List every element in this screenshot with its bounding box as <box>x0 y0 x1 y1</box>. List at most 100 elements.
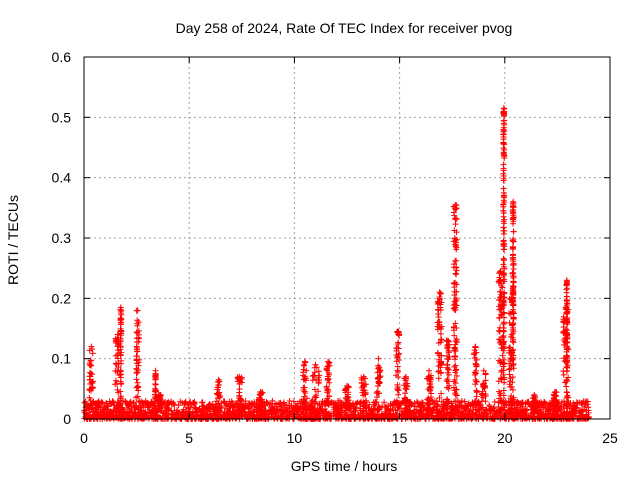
data-point <box>426 376 433 383</box>
data-point <box>453 392 460 399</box>
x-tick-label: 0 <box>80 430 88 446</box>
data-point <box>500 297 507 304</box>
data-point <box>451 212 458 219</box>
data-point <box>223 401 230 408</box>
data-point <box>509 338 516 345</box>
data-point <box>461 412 468 419</box>
data-point <box>353 400 360 407</box>
data-point <box>444 369 451 376</box>
data-point <box>393 358 400 365</box>
data-point <box>452 391 459 398</box>
data-point <box>216 378 223 385</box>
data-point <box>185 403 192 410</box>
data-point <box>453 267 460 274</box>
data-point <box>326 379 333 386</box>
data-point <box>313 394 320 401</box>
data-point <box>103 400 110 407</box>
data-point <box>345 394 352 401</box>
data-point <box>319 406 326 413</box>
data-point <box>286 397 293 404</box>
data-point <box>471 413 478 420</box>
data-point <box>472 360 479 367</box>
data-point <box>136 356 143 363</box>
data-point <box>117 371 124 378</box>
data-point <box>458 408 465 415</box>
data-point <box>152 385 159 392</box>
data-point <box>182 409 189 416</box>
data-points <box>81 105 592 422</box>
data-point <box>280 401 287 408</box>
data-point <box>540 404 547 411</box>
data-point <box>500 327 507 334</box>
data-point <box>500 255 507 262</box>
data-point <box>258 396 265 403</box>
data-point <box>451 292 458 299</box>
data-point <box>461 398 468 405</box>
data-point <box>510 291 517 298</box>
data-point <box>395 368 402 375</box>
data-point <box>88 387 95 394</box>
data-point <box>347 412 354 419</box>
data-point <box>117 388 124 395</box>
data-point <box>524 399 531 406</box>
data-point <box>501 127 508 134</box>
data-point <box>394 341 401 348</box>
data-point <box>501 192 508 199</box>
data-point <box>343 403 350 410</box>
data-point <box>480 367 487 374</box>
data-point <box>506 381 513 388</box>
data-point <box>216 407 223 414</box>
data-point <box>571 403 578 410</box>
data-point <box>133 369 140 376</box>
data-point <box>86 409 93 416</box>
data-point <box>386 408 393 415</box>
data-point <box>134 329 141 336</box>
data-point <box>509 269 516 276</box>
data-point <box>96 413 103 420</box>
data-point <box>452 320 459 327</box>
data-point <box>374 382 381 389</box>
data-point <box>437 364 444 371</box>
data-point <box>444 364 451 371</box>
data-point <box>98 398 105 405</box>
data-point <box>495 399 502 406</box>
data-point <box>125 414 132 421</box>
data-point <box>312 361 319 368</box>
data-point <box>500 151 507 158</box>
data-point <box>510 306 517 313</box>
data-point <box>339 404 346 411</box>
data-point <box>499 352 506 359</box>
data-point <box>451 235 458 242</box>
data-point <box>193 405 200 412</box>
data-point <box>510 261 517 268</box>
data-point <box>384 415 391 422</box>
data-point <box>257 404 264 411</box>
data-point <box>128 404 135 411</box>
data-point <box>496 279 503 286</box>
y-tick-label: 0.2 <box>52 290 72 306</box>
data-point <box>542 400 549 407</box>
data-point <box>301 388 308 395</box>
data-point <box>424 375 431 382</box>
data-point <box>89 385 96 392</box>
data-point <box>313 364 320 371</box>
data-point <box>402 405 409 412</box>
data-point <box>324 387 331 394</box>
data-point <box>500 140 507 147</box>
data-point <box>237 405 244 412</box>
data-point <box>394 386 401 392</box>
data-point <box>360 402 367 409</box>
data-point <box>509 297 516 304</box>
data-point <box>580 415 587 422</box>
data-point <box>251 399 258 406</box>
data-point <box>509 220 516 227</box>
data-point <box>316 414 323 421</box>
data-point <box>416 408 423 415</box>
data-point <box>92 411 99 418</box>
data-point <box>569 409 576 416</box>
data-point <box>453 281 460 288</box>
data-point <box>337 408 344 415</box>
y-tick-label: 0.1 <box>52 351 72 367</box>
data-point <box>446 353 453 360</box>
